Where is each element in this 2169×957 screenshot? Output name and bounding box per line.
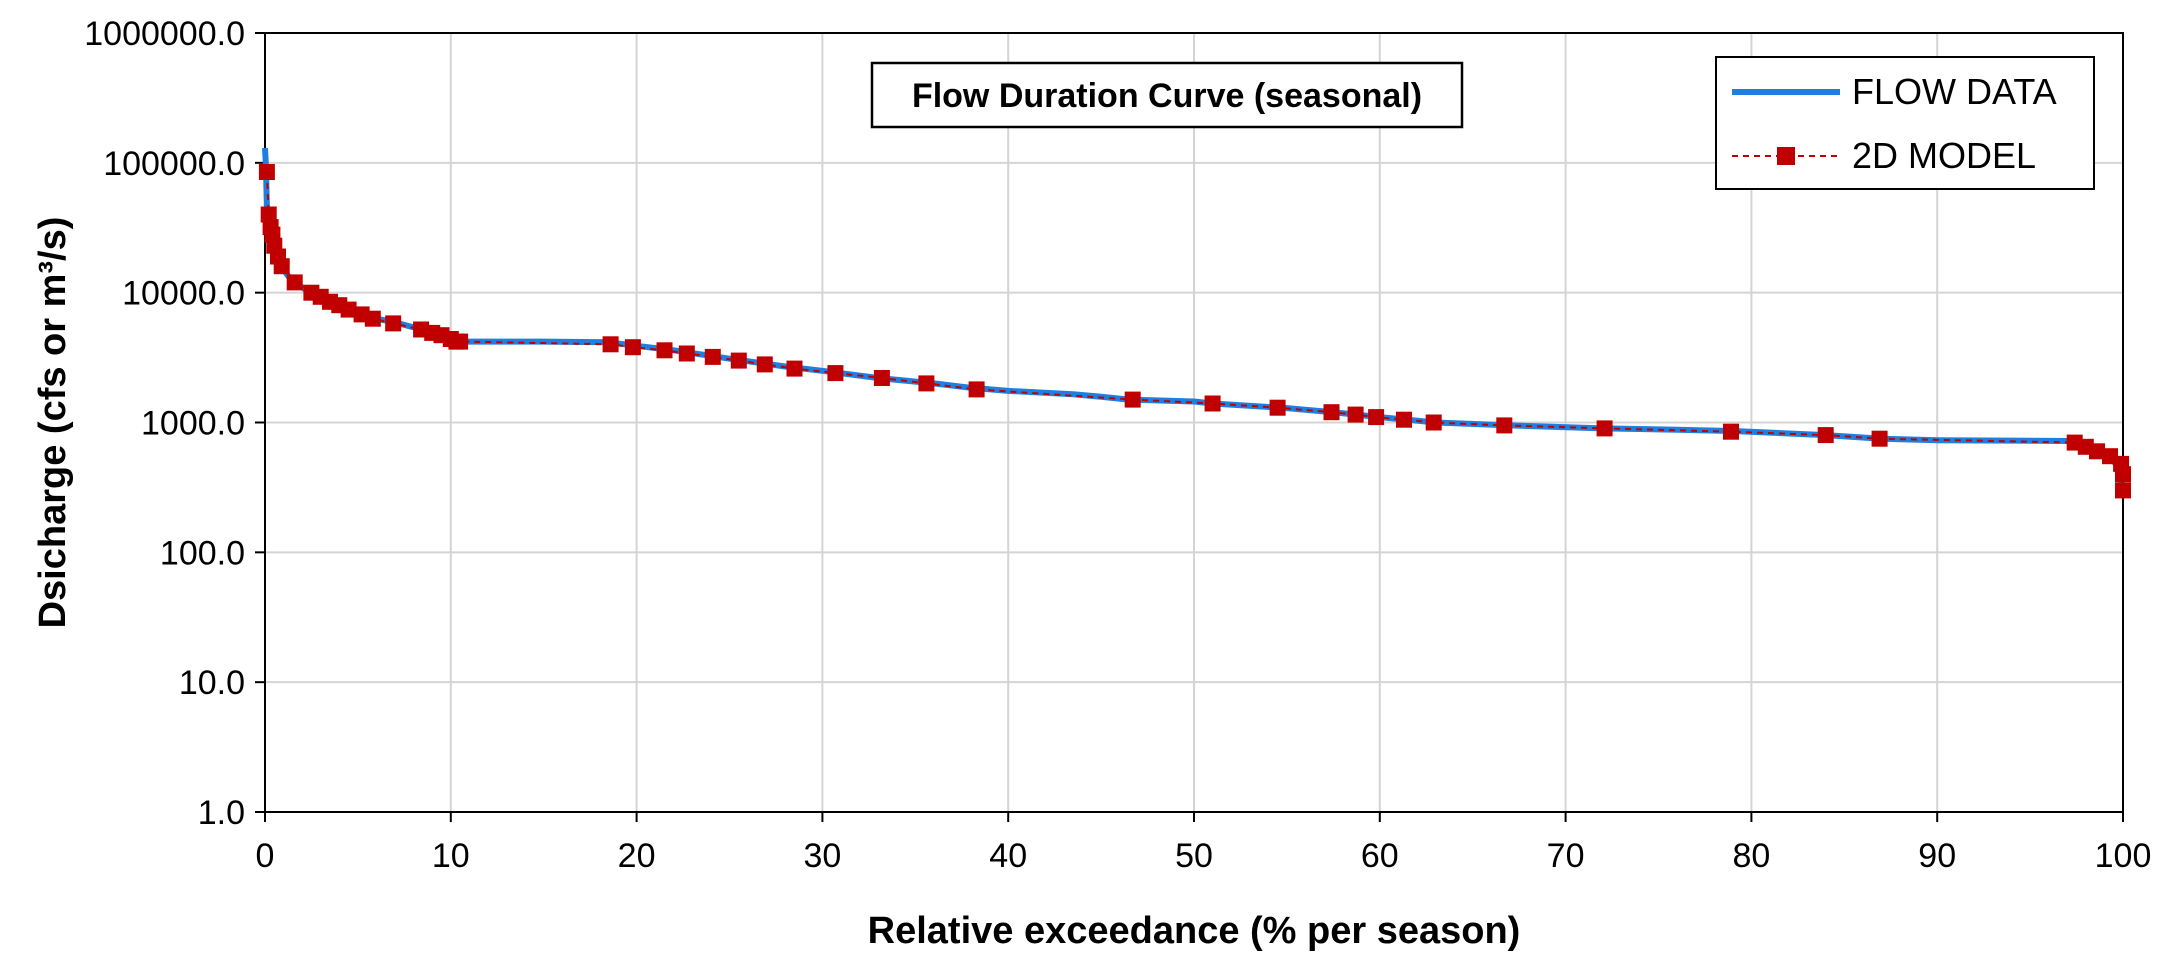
series-2d-model-point (1323, 404, 1340, 421)
series-2d-model-point (452, 333, 469, 350)
y-tick-label: 1000000.0 (84, 15, 245, 53)
series-2d-model-point (602, 336, 619, 353)
series-2d-model-point (364, 310, 381, 327)
legend-flow-data-label: FLOW DATA (1852, 71, 2057, 112)
x-tick-label: 60 (1361, 837, 1399, 875)
series-2d-model-point (1368, 409, 1385, 426)
series-2d-model-point (656, 342, 673, 359)
x-tick-label: 10 (432, 837, 470, 875)
series-2d-model-point (756, 356, 773, 373)
series-2d-model-point (2115, 466, 2131, 483)
y-tick-label: 10000.0 (122, 275, 245, 313)
series-2d-model-point (918, 375, 935, 392)
y-tick-label: 1000.0 (141, 405, 245, 443)
legend-2d-model-label: 2D MODEL (1852, 135, 2036, 176)
y-axis-title: Dsicharge (cfs or m³/s) (32, 217, 74, 629)
y-tick-label: 10.0 (179, 664, 245, 702)
series-2d-model-point (704, 348, 721, 365)
series-2d-model-point (1269, 399, 1286, 416)
series-2d-model-point (2115, 482, 2131, 499)
series-2d-model-point (1817, 427, 1834, 444)
series-2d-model-point (1124, 391, 1141, 408)
series-2d-model-point (678, 345, 695, 362)
series-2d-model-point (624, 339, 641, 356)
y-tick-label: 100000.0 (103, 145, 245, 183)
legend: FLOW DATA 2D MODEL (1715, 56, 2095, 190)
x-tick-label: 40 (989, 837, 1027, 875)
series-2d-model-point (1204, 395, 1221, 412)
series-2d-model-point (1425, 414, 1442, 431)
legend-2d-model-marker (1777, 147, 1795, 165)
x-axis-title: Relative exceedance (% per season) (868, 910, 1521, 952)
series-2d-model-point (340, 301, 357, 318)
x-tick-label: 80 (1732, 837, 1770, 875)
series-2d-model-point (260, 206, 277, 223)
series-2d-model-point (1347, 406, 1364, 423)
series-2d-model-point (2089, 443, 2105, 460)
series-2d-model-point (286, 274, 303, 291)
y-tick-label: 1.0 (198, 794, 245, 832)
chart-title-box: Flow Duration Curve (seasonal) (870, 61, 1464, 129)
series-2d-model-point (1496, 417, 1513, 434)
series-2d-model-point (1871, 430, 1888, 447)
x-tick-label: 90 (1918, 837, 1956, 875)
x-tick-label: 50 (1175, 837, 1213, 875)
x-tick-label: 70 (1547, 837, 1585, 875)
series-2d-model-point (258, 164, 275, 180)
series-2d-model-point (273, 258, 290, 275)
x-tick-label: 30 (803, 837, 841, 875)
series-2d-model-point (786, 360, 803, 377)
series-2d-model-point (1396, 411, 1412, 428)
series-2d-model-point (1596, 420, 1613, 437)
series-layer (258, 147, 2131, 499)
series-2d-model-point (385, 315, 402, 332)
series-2d-model-point (873, 370, 890, 386)
series-2d-model-point (827, 365, 844, 382)
series-2d-model-point (730, 352, 747, 369)
series-2d-model-point (968, 381, 985, 398)
y-axis: 1.0 10.0 100.0 1000.0 10000.0 100000.0 1000000… (84, 15, 265, 832)
x-tick-label: 100 (2095, 837, 2152, 875)
chart-title: Flow Duration Curve (seasonal) (912, 77, 1422, 115)
series-2d-model-point (1723, 423, 1739, 440)
x-tick-label: 20 (618, 837, 656, 875)
x-tick-label: 0 (256, 837, 275, 875)
x-axis: 0 10 20 30 40 50 60 70 80 90 100 (256, 812, 2152, 875)
y-tick-label: 100.0 (160, 534, 245, 572)
